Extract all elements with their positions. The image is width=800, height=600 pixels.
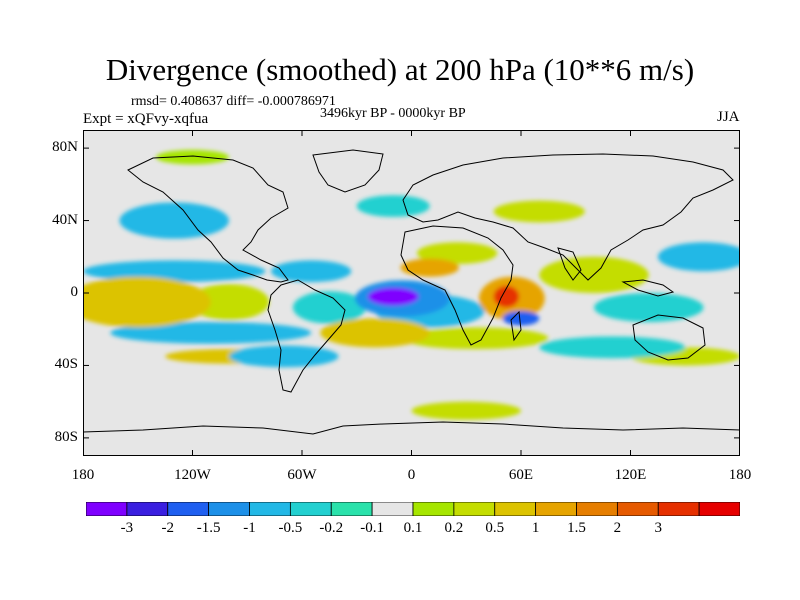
colorbar-label-4: -0.5 [278, 520, 303, 536]
field-anomaly-27 [493, 285, 520, 308]
colorbar-swatch-9 [453, 502, 496, 516]
x-tick-label-6: 180 [728, 467, 752, 483]
field-anomaly-24 [400, 258, 459, 277]
field-anomaly-10 [411, 401, 521, 420]
field-anomaly-9 [539, 336, 686, 359]
colorbar-swatch-14 [657, 502, 700, 516]
field-anomaly-18 [270, 260, 352, 283]
colorbar-label-6: -0.1 [360, 520, 384, 536]
x-tick-label-5: 120E [614, 467, 647, 483]
coastline-eurasia [402, 153, 734, 281]
colorbar-swatch-7 [371, 502, 414, 516]
field-anomaly-1 [156, 149, 229, 165]
colorbar-label-12: 2 [613, 520, 622, 536]
season-label: JJA [717, 109, 740, 125]
colorbar-swatch-15 [698, 502, 740, 516]
y-tick-label-1: 40N [52, 211, 78, 228]
colorbar-label-10: 1 [531, 520, 540, 536]
colorbar-swatch-5 [289, 502, 332, 516]
colorbar-swatch-8 [412, 502, 455, 516]
coastline-greenland [312, 149, 384, 193]
colorbar-swatch-12 [576, 502, 618, 516]
colorbar-swatch-4 [249, 502, 291, 516]
y-tick-label-4: 80S [54, 428, 78, 445]
colorbar [86, 502, 740, 516]
colorbar-label-11: 1.5 [567, 520, 586, 536]
colorbar-label-8: 0.2 [444, 520, 464, 536]
stats-label: rmsd= 0.408637 diff= -0.000786971 [131, 94, 336, 109]
y-tick-label-3: 40S [54, 356, 78, 373]
x-tick-label-4: 60E [508, 467, 534, 483]
field-anomaly-6 [416, 242, 498, 265]
field-anomaly-21 [229, 345, 339, 368]
x-tick-label-3: 0 [407, 467, 416, 483]
colorbar-swatch-11 [535, 502, 577, 516]
field-anomaly-7 [292, 291, 366, 324]
colorbar-label-9: 0.5 [485, 520, 505, 536]
field-anomaly-26 [367, 287, 419, 306]
field-anomaly-17 [657, 242, 740, 272]
divergence-map [83, 130, 740, 456]
colorbar-label-0: -3 [120, 520, 134, 536]
field-anomaly-5 [493, 200, 585, 223]
colorbar-swatch-6 [330, 502, 373, 516]
period-label: 3496kyr BP - 0000kyr BP [320, 106, 466, 121]
divergence-field [83, 149, 740, 420]
coastline-madagascar [510, 310, 522, 342]
field-anomaly-0 [356, 195, 430, 217]
field-anomaly-8 [594, 293, 704, 322]
colorbar-swatch-0 [86, 502, 128, 516]
coastline-africa [400, 225, 514, 346]
field-anomaly-11 [83, 260, 266, 283]
colorbar-label-1: -2 [161, 520, 175, 536]
colorbar-swatch-13 [616, 502, 659, 516]
colorbar-swatch-3 [208, 502, 250, 516]
field-anomaly-16 [83, 276, 211, 328]
experiment-label: Expt = xQFvy-xqfua [83, 111, 209, 127]
coastlines [83, 149, 740, 435]
colorbar-label-13: 3 [654, 520, 663, 536]
colorbar-swatch-2 [167, 502, 210, 516]
colorbar-swatch-1 [126, 502, 169, 516]
colorbar-swatch-10 [494, 502, 537, 516]
coastline-india [557, 247, 582, 281]
field-anomaly-20 [320, 318, 430, 348]
x-tick-label-2: 60W [287, 467, 317, 483]
colorbar-label-3: -1 [243, 520, 256, 536]
field-anomaly-2 [402, 327, 549, 350]
coastline-indonesia [621, 279, 675, 297]
coastline-antarctica [83, 421, 740, 435]
coastline-south-america [267, 279, 346, 393]
plot-title: Divergence (smoothed) at 200 hPa (10**6 … [105, 52, 695, 87]
x-tick-label-0: 180 [71, 467, 95, 483]
y-tick-label-0: 80N [52, 139, 78, 156]
field-anomaly-3 [188, 283, 270, 321]
colorbar-label-2: -1.5 [196, 520, 221, 536]
y-tick-label-2: 0 [70, 284, 79, 300]
field-anomaly-25 [502, 311, 540, 326]
x-tick-label-1: 120W [174, 467, 211, 483]
axis-ticks [83, 130, 740, 456]
coastline-australia [632, 314, 706, 361]
colorbar-label-5: -0.2 [319, 520, 344, 536]
coastline-north-america [127, 155, 289, 283]
field-anomaly-12 [119, 202, 229, 239]
field-anomaly-13 [110, 321, 312, 344]
colorbar-label-7: 0.1 [403, 520, 423, 536]
